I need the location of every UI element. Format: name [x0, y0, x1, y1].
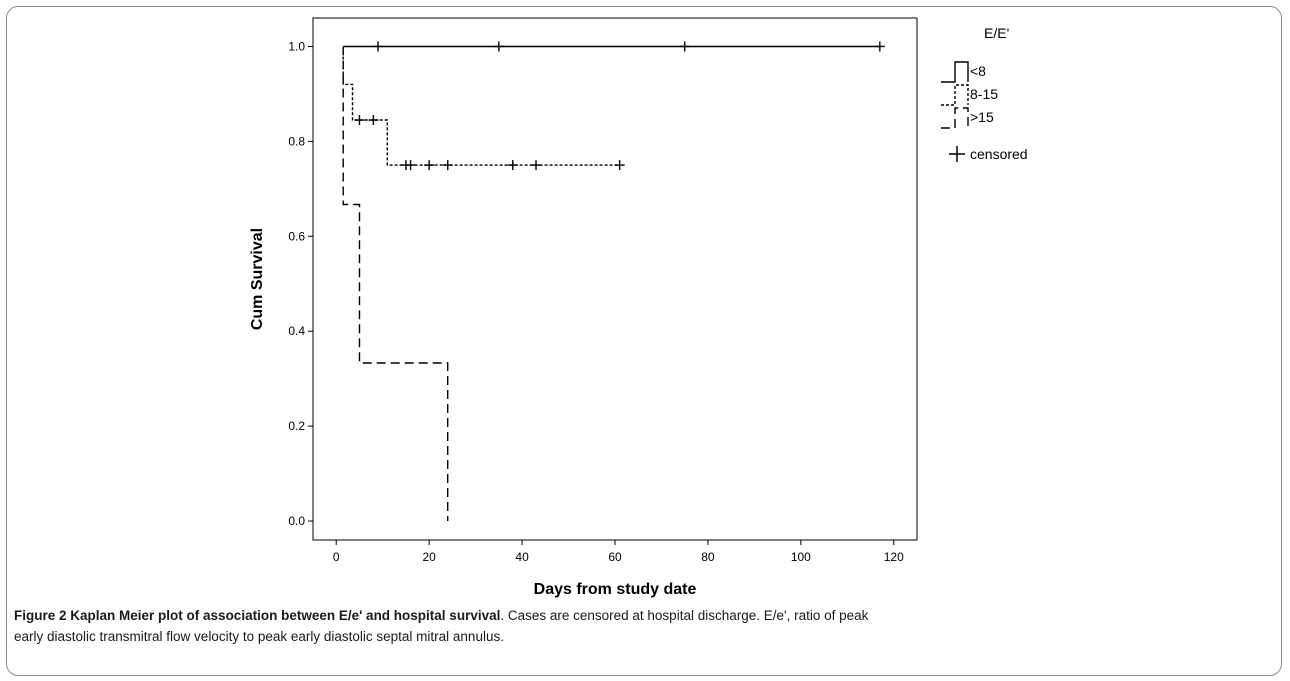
censored-mark	[442, 160, 453, 171]
legend-swatch	[941, 84, 969, 106]
y-tick-label: 0.6	[288, 229, 305, 243]
x-tick-label: 120	[884, 550, 904, 564]
x-tick-label: 0	[333, 550, 340, 564]
legend-label: 8-15	[970, 86, 998, 102]
figure-frame	[6, 6, 1282, 676]
censored-mark	[493, 41, 504, 52]
y-axis: 0.0 0.2 0.4 0.6 0.8 1.0	[288, 39, 313, 528]
x-tick-label: 20	[422, 550, 436, 564]
y-axis-label: Cum Survival	[249, 228, 266, 330]
x-axis-label: Days from study date	[534, 581, 697, 598]
legend-censored-label: censored	[970, 146, 1028, 162]
series-line-3	[342, 46, 449, 521]
caption-figure-label: Figure 2	[14, 608, 67, 623]
legend-label: >15	[970, 109, 994, 125]
censored-mark	[679, 41, 690, 52]
series-line-2	[342, 46, 620, 166]
kaplan-meier-chart: 0.0 0.2 0.4 0.6 0.8 1.0 0 20 40 60 80 100 120 Cum S…	[249, 17, 1028, 598]
plot-area	[312, 17, 918, 541]
caption-line-1: Figure 2 Kaplan Meier plot of associatio…	[14, 605, 1279, 626]
y-tick-label: 0.8	[288, 134, 305, 148]
figure-caption: Figure 2 Kaplan Meier plot of associatio…	[14, 605, 1279, 647]
caption-text: . Cases are censored at hospital dischar…	[500, 608, 869, 623]
censored-mark	[424, 160, 435, 171]
legend-swatch	[941, 107, 969, 129]
caption-title: Kaplan Meier plot of association between…	[70, 608, 501, 623]
legend-censored-marker	[949, 146, 965, 162]
censored-mark	[368, 115, 379, 126]
y-tick-label: 0.4	[288, 324, 305, 338]
censored-mark	[874, 41, 885, 52]
y-tick-label: 1.0	[288, 39, 305, 53]
censored-mark	[531, 160, 542, 171]
y-tick-label: 0.2	[288, 419, 305, 433]
censored-mark	[373, 41, 384, 52]
x-tick-label: 80	[701, 550, 715, 564]
censored-mark	[354, 115, 365, 126]
legend-label: <8	[970, 63, 986, 79]
caption-line-2: early diastolic transmitral flow velocit…	[14, 629, 504, 644]
censored-mark	[405, 160, 416, 171]
legend-title: E/E'	[984, 25, 1009, 41]
censored-mark	[507, 160, 518, 171]
legend: E/E' <8 8-15 >15 censored	[941, 25, 1028, 162]
x-tick-label: 100	[791, 550, 811, 564]
x-tick-label: 40	[515, 550, 529, 564]
x-axis: 0 20 40 60 80 100 120	[333, 540, 904, 564]
censored-mark	[614, 160, 625, 171]
legend-swatch	[941, 61, 969, 83]
series-layer	[342, 41, 885, 521]
x-tick-label: 60	[608, 550, 622, 564]
y-tick-label: 0.0	[288, 514, 305, 528]
